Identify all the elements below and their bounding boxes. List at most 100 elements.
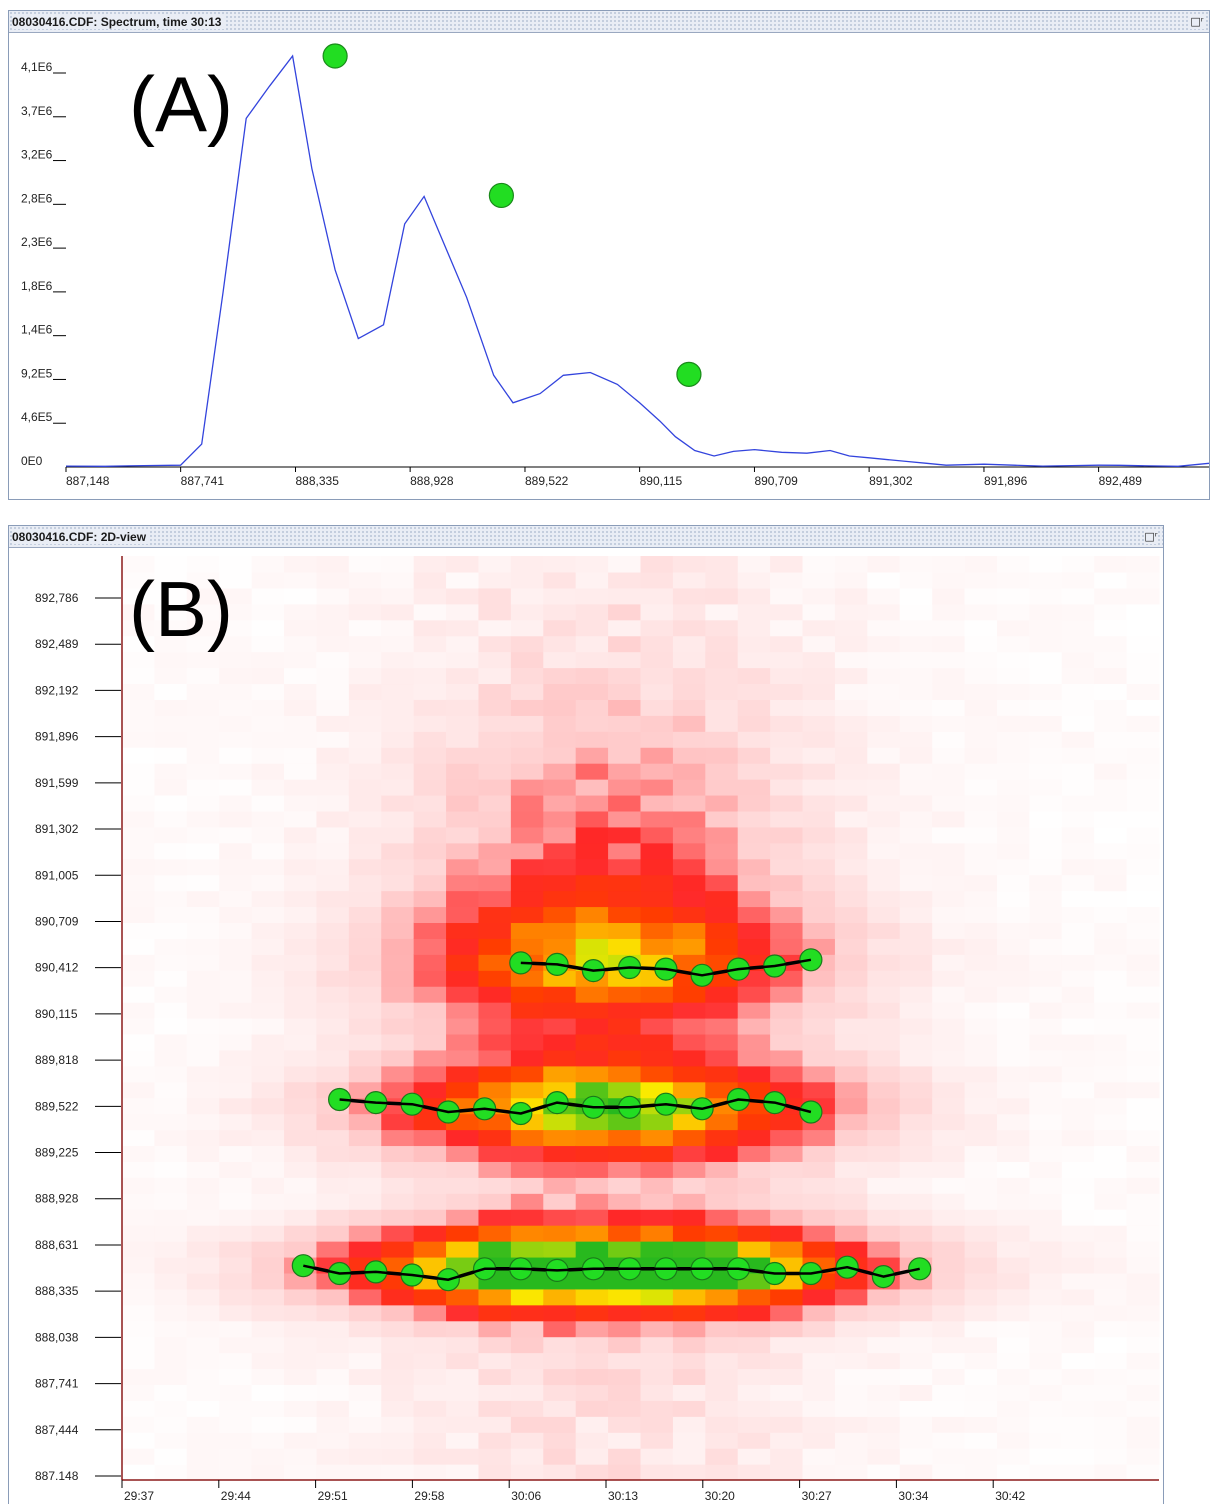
heatmap-cell	[316, 571, 350, 589]
heatmap-cell	[1094, 794, 1128, 812]
heatmap-cell	[251, 1416, 285, 1433]
restore-window-icon[interactable]: □ʳ	[1190, 15, 1204, 29]
heatmap-cell	[672, 1416, 706, 1433]
heatmap-cell	[932, 1448, 966, 1465]
heatmap-cell	[316, 779, 350, 796]
2d-view-window: 08030416.CDF: 2D-view □ʳ 892,786 892,489 8…	[8, 525, 1164, 1504]
heatmap-cell	[608, 1304, 642, 1322]
heatmap-cell	[446, 1304, 480, 1322]
heatmap-cell	[122, 1352, 156, 1370]
heatmap-cell	[543, 1416, 577, 1433]
heatmap-cell	[867, 1065, 901, 1083]
heatmap-cell	[381, 954, 415, 971]
heatmap-cell	[770, 1018, 804, 1035]
heatmap-cell	[672, 1145, 706, 1162]
heatmap-cell	[575, 874, 609, 892]
heatmap-cell	[964, 1161, 998, 1178]
heatmap-cell	[284, 1384, 318, 1401]
heatmap-cell	[834, 1225, 868, 1242]
heatmap-cell	[381, 810, 415, 828]
heatmap-cell	[899, 970, 933, 987]
heatmap-cell	[251, 986, 285, 1003]
heatmap-cell	[834, 1336, 868, 1354]
peak-trace-line-overlay	[303, 1264, 920, 1281]
spectrum-title-bar[interactable]: 08030416.CDF: Spectrum, time 30:13 □ʳ	[9, 11, 1209, 33]
heatmap-cell	[154, 858, 188, 876]
heatmap-cell	[834, 890, 868, 908]
heatmap-cell	[316, 1033, 350, 1051]
heatmap-cell	[737, 1241, 771, 1258]
heatmap-cell	[284, 1002, 318, 1019]
heatmap-cell	[219, 683, 253, 700]
heatmap-cell	[251, 1113, 285, 1131]
heatmap-cell	[219, 890, 253, 908]
heatmap-cell	[122, 1033, 156, 1051]
heatmap-cell	[672, 763, 706, 780]
heatmap-cell	[446, 1352, 480, 1370]
heatmap-cell	[1094, 1113, 1128, 1131]
heatmap-cell	[1061, 1336, 1095, 1354]
heatmap-cell	[446, 1256, 480, 1274]
heatmap-cell	[964, 1368, 998, 1386]
heatmap-cell	[284, 1161, 318, 1178]
heatmap-cell	[640, 1002, 674, 1019]
heatmap-cell	[510, 1288, 544, 1306]
heatmap-cell	[413, 826, 447, 844]
heatmap-cell	[770, 858, 804, 876]
heatmap-cell	[219, 571, 253, 589]
heatmap-cell	[219, 1113, 253, 1131]
heatmap-cell	[608, 938, 642, 955]
heatmap-cell	[770, 683, 804, 700]
heatmap-cell	[510, 1352, 544, 1370]
heatmap-cell	[608, 1081, 642, 1099]
heatmap-cell	[251, 571, 285, 589]
heatmap-cell	[1029, 1416, 1063, 1433]
heatmap-cell	[251, 794, 285, 812]
heatmap-cell	[1029, 1288, 1063, 1306]
heatmap-cell	[316, 1320, 350, 1338]
heatmap-cell	[770, 1161, 804, 1178]
heatmap-cell	[186, 1464, 220, 1481]
heatmap-cell	[672, 1129, 706, 1147]
heatmap-cell	[219, 826, 253, 844]
heatmap-cell	[770, 1049, 804, 1067]
heatmap-cell	[834, 1113, 868, 1131]
heatmap-cell	[219, 1129, 253, 1147]
spectrum-tick-labels: 887,148 887,741 888,335 888,928 889,522 890,1…	[21, 60, 1142, 488]
heatmap-cell	[1126, 826, 1160, 844]
heatmap-cell	[608, 874, 642, 892]
heatmap-cell	[122, 635, 156, 653]
heatmap-cell	[446, 954, 480, 971]
heatmap-cell	[510, 858, 544, 876]
heatmap-cell	[154, 1018, 188, 1035]
heatmap-cell	[543, 556, 577, 573]
heatmap-cell	[478, 922, 512, 939]
heatmap-cell	[1094, 667, 1128, 685]
heatmap-cell	[348, 890, 382, 908]
heatmap-cell	[899, 794, 933, 812]
heatmap-cell	[478, 763, 512, 780]
heatmap-cell	[413, 1400, 447, 1417]
restore-window-icon[interactable]: □ʳ	[1144, 530, 1158, 544]
heatmap-cell	[251, 922, 285, 939]
heatmap-cell	[154, 938, 188, 955]
heatmap-cell	[996, 794, 1030, 812]
heatmap-cell	[219, 556, 253, 573]
heatmap-cell	[348, 1384, 382, 1401]
2d-view-title-bar[interactable]: 08030416.CDF: 2D-view □ʳ	[9, 526, 1163, 548]
heatmap-cell	[705, 747, 739, 764]
heatmap-cell	[284, 1049, 318, 1067]
heatmap-cell	[348, 842, 382, 860]
heatmap-cell	[284, 1209, 318, 1226]
heatmap-cell	[1029, 1081, 1063, 1099]
2d-view-tick-labels: 892,786892,489892,192891,896891,599891,3…	[35, 591, 1026, 1503]
heatmap-cell	[122, 1129, 156, 1147]
heatmap-cell	[510, 1209, 544, 1226]
heatmap-cell	[640, 587, 674, 605]
y-tick-label: 1,8E6	[21, 279, 53, 293]
heatmap-cell	[640, 1145, 674, 1162]
heatmap-cell	[1029, 1336, 1063, 1354]
heatmap-cell	[996, 763, 1030, 780]
heatmap-cell	[154, 1049, 188, 1067]
heatmap-cell	[478, 1033, 512, 1051]
